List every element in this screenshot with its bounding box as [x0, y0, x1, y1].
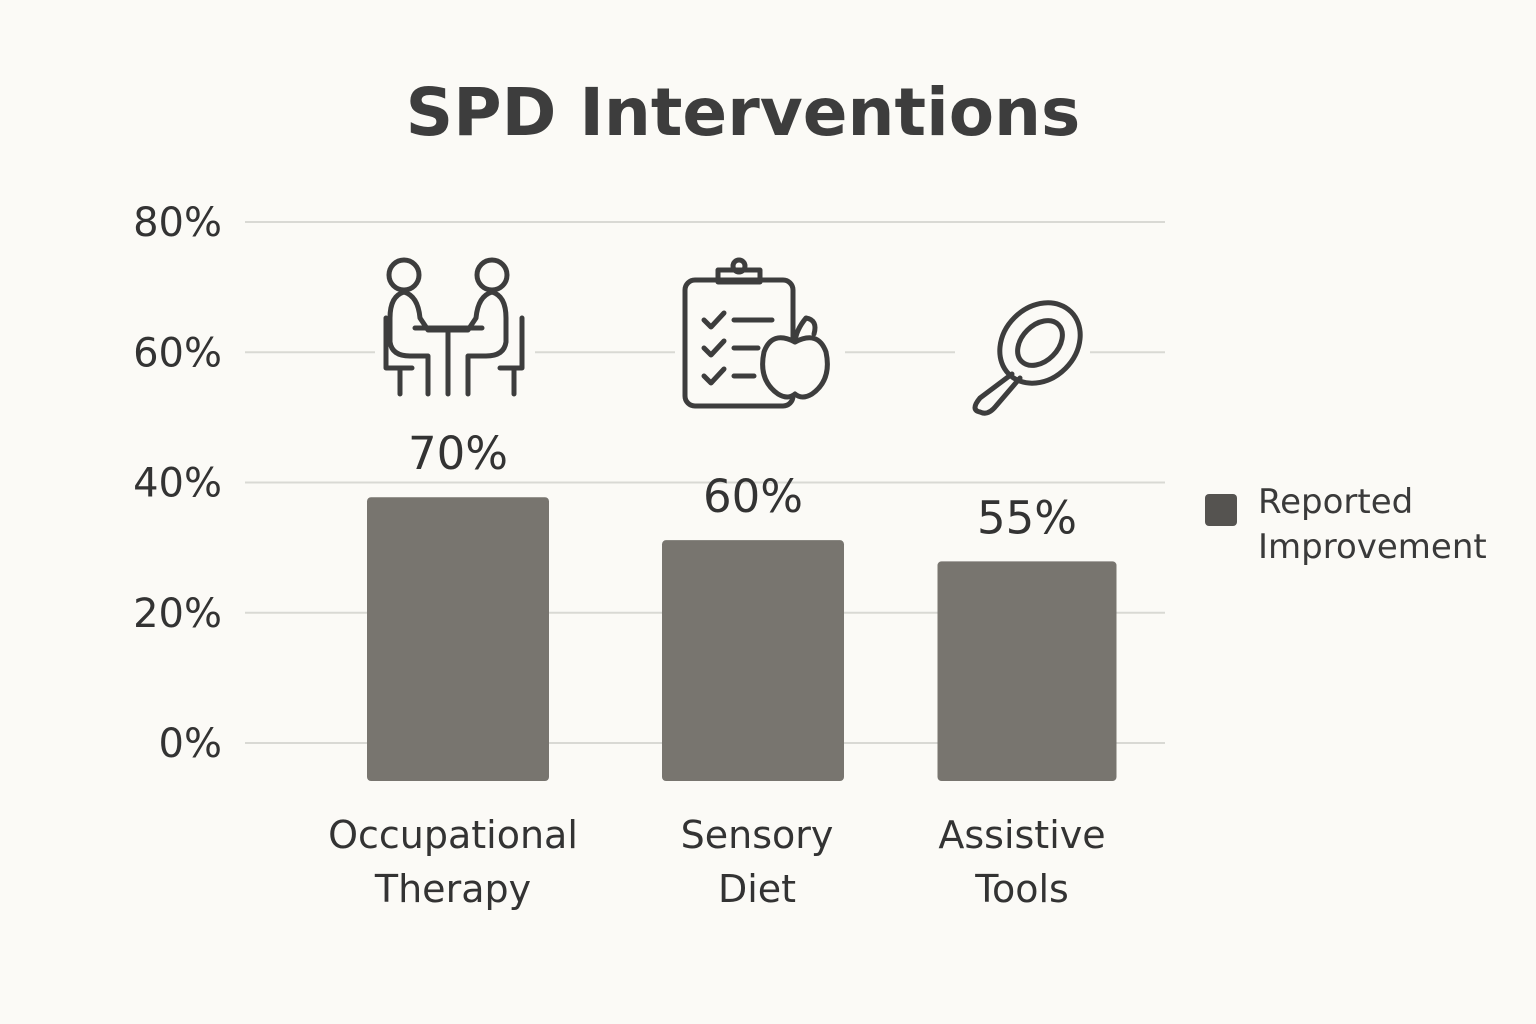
data-label: 60% [703, 470, 803, 523]
legend-label-line1: Reported [1258, 482, 1413, 522]
y-tick-label: 0% [159, 721, 222, 767]
magnifying-spoon-icon [955, 295, 1090, 425]
y-axis: 0% 20% 40% 60% 80% [133, 200, 222, 767]
category-label: Therapy [374, 867, 531, 911]
legend: Reported Improvement [1205, 482, 1487, 567]
category-labels: Occupational Therapy Sensory Diet Assistive T… [328, 813, 1106, 911]
y-tick-label: 40% [133, 461, 222, 507]
category-label: Assistive [938, 813, 1105, 857]
category-label: Diet [718, 867, 796, 911]
legend-swatch [1205, 494, 1237, 526]
bar [367, 497, 549, 781]
data-label: 55% [977, 491, 1077, 544]
y-tick-label: 60% [133, 330, 222, 376]
therapy-session-icon [375, 250, 535, 410]
y-tick-label: 80% [133, 200, 222, 246]
data-labels: 70% 60% 55% [408, 427, 1077, 544]
category-label: Sensory [681, 813, 834, 857]
bar [662, 540, 844, 781]
bars [367, 497, 1117, 781]
category-label: Occupational [328, 813, 578, 857]
diet-checklist-apple-icon [675, 255, 845, 415]
category-label: Tools [974, 867, 1069, 911]
chart-title: SPD Interventions [406, 74, 1081, 151]
y-tick-label: 20% [133, 591, 222, 637]
legend-label-line2: Improvement [1258, 527, 1487, 567]
bar [937, 561, 1117, 781]
data-label: 70% [408, 427, 508, 480]
